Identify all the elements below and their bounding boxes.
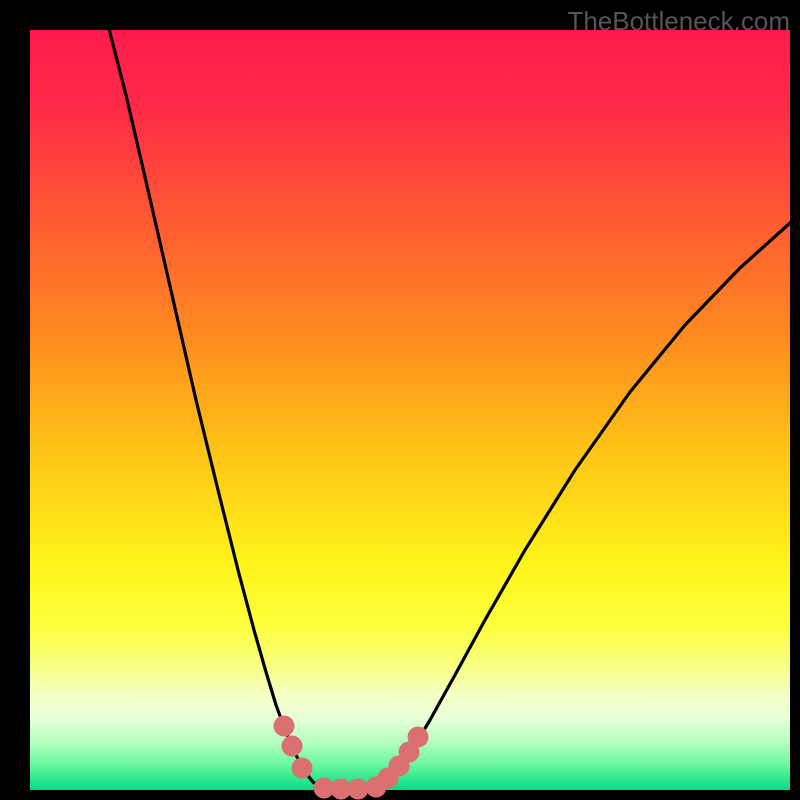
chart-root: TheBottleneck.com xyxy=(0,0,800,800)
bottleneck-curve xyxy=(30,30,790,790)
plot-area xyxy=(30,30,790,790)
curve-left-branch xyxy=(108,25,322,788)
watermark-label: TheBottleneck.com xyxy=(567,6,790,37)
data-marker xyxy=(292,758,313,779)
curve-right-branch xyxy=(376,223,790,788)
data-marker xyxy=(274,716,295,737)
data-marker xyxy=(408,727,429,748)
data-marker xyxy=(282,736,303,757)
